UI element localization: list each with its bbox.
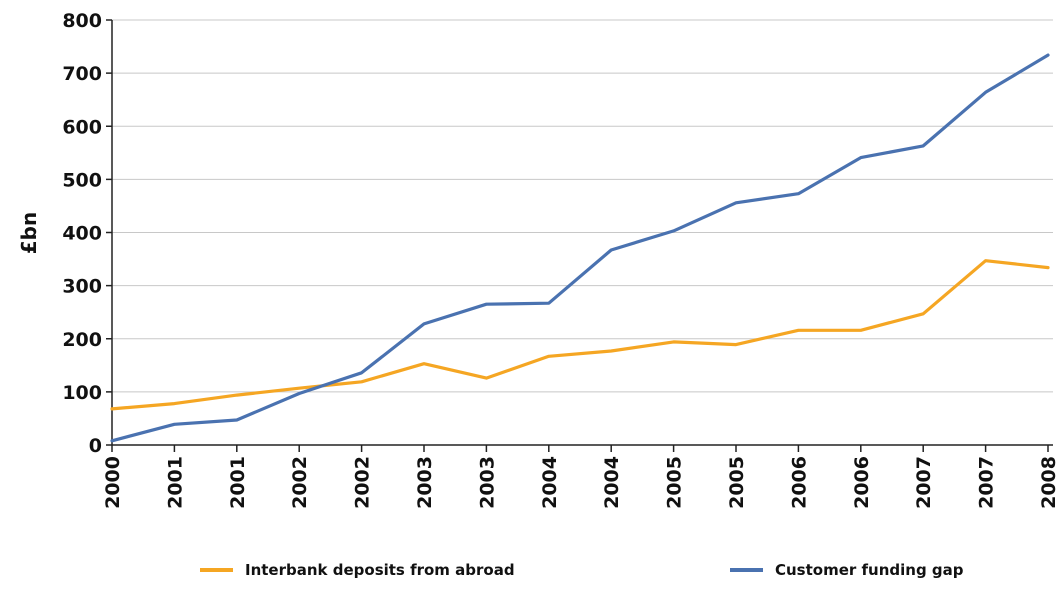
x-tick-label: 2001 <box>227 456 249 509</box>
y-tick-label: 400 <box>62 223 102 245</box>
x-tick-label: 2005 <box>664 456 686 509</box>
y-tick-labels: 0 100 200 300 400 500 600 700 800 <box>62 10 112 457</box>
y-tick-label: 100 <box>62 382 102 404</box>
x-tick-label: 2007 <box>913 456 935 509</box>
x-tick-label: 2003 <box>414 456 436 509</box>
x-tick-label: 2002 <box>352 456 374 509</box>
y-tick-label: 500 <box>62 169 102 191</box>
x-tick-label: 2006 <box>851 456 873 509</box>
y-tick-label: 200 <box>62 329 102 351</box>
x-tick-label: 2008 <box>1038 456 1058 509</box>
legend-label-0: Interbank deposits from abroad <box>245 561 515 579</box>
x-tick-label: 2002 <box>289 456 311 509</box>
x-tick-label: 2001 <box>164 456 186 509</box>
x-tick-label: 2003 <box>476 456 498 509</box>
x-tick-label: 2000 <box>102 456 124 509</box>
x-tick-labels: 2000 2001 2001 2002 2002 2003 2003 2004 2004 2005… <box>102 445 1058 509</box>
x-tick-label: 2006 <box>788 456 810 509</box>
x-tick-label: 2007 <box>976 456 998 509</box>
y-tick-label: 700 <box>62 63 102 85</box>
x-tick-label: 2005 <box>726 456 748 509</box>
legend-label-1: Customer funding gap <box>775 561 964 579</box>
y-tick-label: 800 <box>62 10 102 32</box>
series-line-0 <box>110 259 1050 411</box>
x-tick-label: 2004 <box>601 456 623 509</box>
legend: Interbank deposits from abroad Customer f… <box>200 561 964 579</box>
y-tick-label: 600 <box>62 116 102 138</box>
series-line-1 <box>110 53 1050 443</box>
series-lines <box>110 53 1050 443</box>
y-axis-label: £bn <box>17 212 41 254</box>
y-tick-label: 0 <box>89 435 102 457</box>
y-tick-label: 300 <box>62 276 102 298</box>
x-tick-label: 2004 <box>539 456 561 509</box>
gridlines <box>112 19 1053 393</box>
